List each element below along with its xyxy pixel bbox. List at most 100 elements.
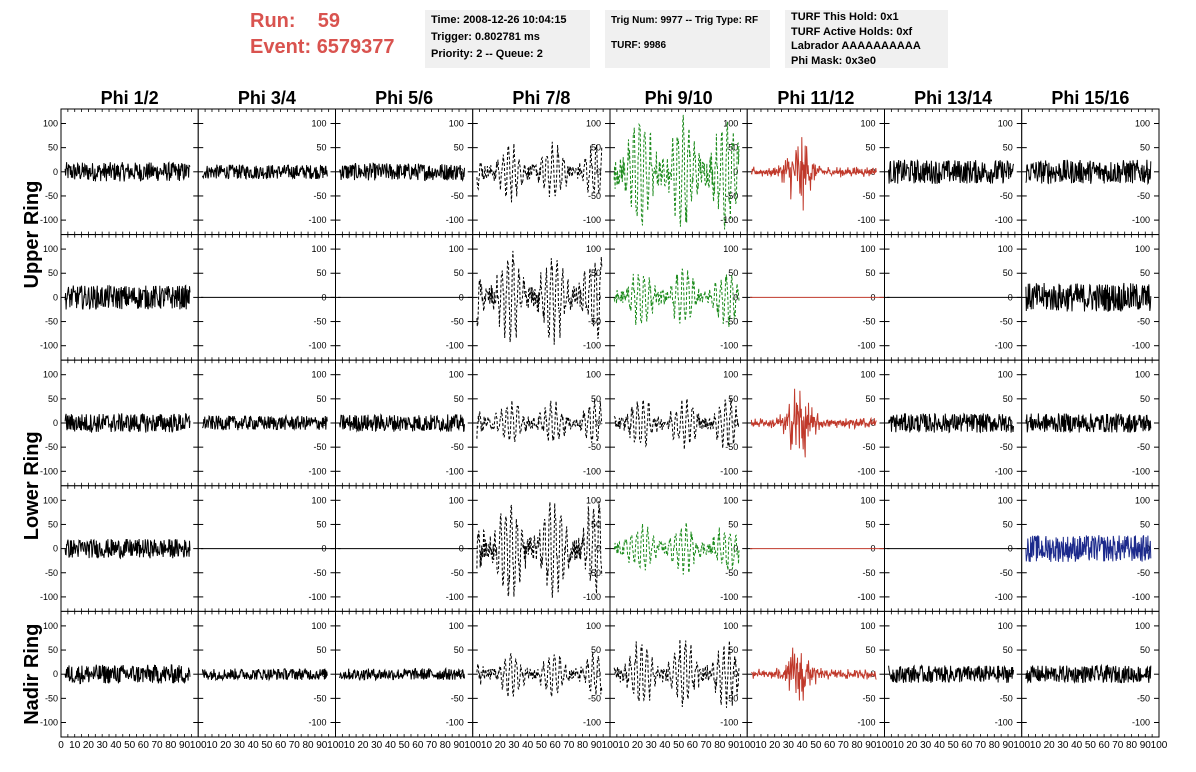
x-tick-label: 70 xyxy=(563,740,575,751)
column-header-phi: Phi 11/12 xyxy=(777,88,854,108)
x-tick-label: 50 xyxy=(810,740,822,751)
y-tick-label: -50 xyxy=(313,191,326,201)
y-tick-label: 100 xyxy=(311,118,326,128)
y-tick-label: 50 xyxy=(48,519,58,529)
y-tick-label: -50 xyxy=(588,693,601,703)
event-value: 6579377 xyxy=(316,36,395,58)
x-tick-label: 20 xyxy=(769,740,781,751)
y-tick-label: -100 xyxy=(308,466,326,476)
y-tick-label: -50 xyxy=(1137,568,1150,578)
waveform-trace xyxy=(613,114,740,230)
y-tick-label: 50 xyxy=(728,519,738,529)
y-tick-label: -50 xyxy=(45,442,58,452)
x-tick-label: 60 xyxy=(138,740,150,751)
y-tick-label: -50 xyxy=(451,568,464,578)
y-tick-label: -50 xyxy=(45,191,58,201)
y-tick-label: -50 xyxy=(1137,191,1150,201)
y-tick-label: -50 xyxy=(1137,693,1150,703)
y-tick-label: 0 xyxy=(53,418,58,428)
x-tick-label: 60 xyxy=(412,740,424,751)
x-tick-label: 60 xyxy=(961,740,973,751)
x-tick-label: 70 xyxy=(975,740,987,751)
x-tick-label: 80 xyxy=(1126,740,1138,751)
y-tick-label: 100 xyxy=(449,118,464,128)
x-tick-label: 10 xyxy=(344,740,356,751)
y-tick-label: 50 xyxy=(728,143,738,153)
y-tick-label: 100 xyxy=(998,244,1013,254)
y-tick-label: 100 xyxy=(449,244,464,254)
x-tick-label: 50 xyxy=(1085,740,1097,751)
y-tick-label: -100 xyxy=(1132,466,1150,476)
x-tick-label: 100 xyxy=(739,740,756,751)
x-tick-label: 80 xyxy=(440,740,452,751)
y-tick-label: 50 xyxy=(1140,519,1150,529)
y-tick-label: -100 xyxy=(583,466,601,476)
x-tick-label: 90 xyxy=(865,740,877,751)
column-header-phi: Phi 3/4 xyxy=(238,88,296,108)
y-tick-label: -100 xyxy=(308,341,326,351)
x-tick-label: 60 xyxy=(824,740,836,751)
x-tick-label: 30 xyxy=(371,740,383,751)
labrador-text: Labrador AAAAAAAAAA xyxy=(791,40,921,52)
y-tick-label: 100 xyxy=(998,370,1013,380)
waveform-trace xyxy=(476,250,603,345)
x-tick-label: 80 xyxy=(851,740,863,751)
y-tick-label: 0 xyxy=(596,669,601,679)
y-tick-label: 0 xyxy=(596,167,601,177)
y-tick-label: -50 xyxy=(45,317,58,327)
x-tick-label: 20 xyxy=(357,740,369,751)
y-tick-label: -50 xyxy=(451,191,464,201)
x-tick-label: 50 xyxy=(673,740,685,751)
column-header-phi: Phi 15/16 xyxy=(1051,88,1129,108)
x-tick-label: 30 xyxy=(97,740,109,751)
y-tick-label: -100 xyxy=(857,718,875,728)
y-tick-label: -50 xyxy=(725,568,738,578)
x-tick-label: 0 xyxy=(58,740,64,751)
y-tick-label: -50 xyxy=(1000,568,1013,578)
x-tick-label: 10 xyxy=(206,740,218,751)
y-tick-label: 50 xyxy=(1003,394,1013,404)
x-tick-label: 50 xyxy=(536,740,548,751)
y-tick-label: -100 xyxy=(40,215,58,225)
waveform-trace xyxy=(339,413,465,433)
x-tick-label: 100 xyxy=(876,740,893,751)
y-tick-label: 0 xyxy=(596,292,601,302)
y-tick-label: 100 xyxy=(586,495,601,505)
y-tick-label: 50 xyxy=(591,394,601,404)
y-tick-label: 50 xyxy=(454,143,464,153)
y-tick-label: -50 xyxy=(313,693,326,703)
column-header-phi: Phi 13/14 xyxy=(914,88,992,108)
x-tick-label: 40 xyxy=(1071,740,1083,751)
y-tick-label: -100 xyxy=(308,592,326,602)
y-tick-label: 100 xyxy=(998,118,1013,128)
y-tick-label: 50 xyxy=(48,645,58,655)
y-tick-label: 0 xyxy=(733,167,738,177)
y-tick-label: -100 xyxy=(995,718,1013,728)
x-tick-label: 20 xyxy=(495,740,507,751)
x-tick-label: 90 xyxy=(453,740,465,751)
waveform-trace xyxy=(750,137,877,211)
y-tick-label: 100 xyxy=(311,621,326,631)
x-tick-label: 50 xyxy=(261,740,273,751)
y-tick-label: -50 xyxy=(862,317,875,327)
waveform-trace xyxy=(476,501,603,598)
y-tick-label: -100 xyxy=(857,215,875,225)
y-tick-label: -100 xyxy=(720,215,738,225)
y-tick-label: 0 xyxy=(459,418,464,428)
y-tick-label: 100 xyxy=(586,244,601,254)
x-tick-label: 10 xyxy=(69,740,81,751)
x-tick-label: 10 xyxy=(893,740,905,751)
x-tick-label: 50 xyxy=(399,740,411,751)
y-tick-label: -50 xyxy=(725,317,738,327)
event-label: Event: xyxy=(250,36,312,58)
waveform-trace xyxy=(1025,535,1152,562)
